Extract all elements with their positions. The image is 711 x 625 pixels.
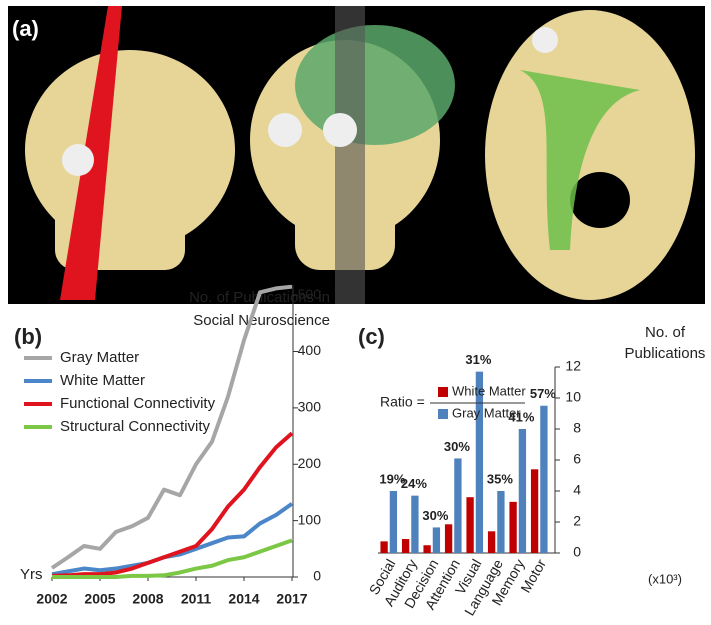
- x-tick-label: 2008: [132, 591, 163, 607]
- panel-label: (c): [358, 324, 385, 349]
- eye: [268, 113, 302, 147]
- eye: [532, 27, 558, 53]
- eye: [62, 144, 94, 176]
- x-tick-label: 2005: [84, 591, 115, 607]
- bar: [487, 531, 496, 553]
- panel-label: (a): [12, 16, 39, 41]
- x-tick-label: 2002: [36, 591, 67, 607]
- rod: [335, 6, 365, 304]
- bar: [475, 371, 484, 553]
- ratio-label: 24%: [401, 476, 427, 491]
- bar: [466, 497, 474, 553]
- bar: [497, 491, 505, 553]
- chart-title: No. of: [645, 324, 686, 341]
- legend-swatch: [438, 387, 448, 397]
- legend-swatch: [438, 409, 448, 419]
- bar: [401, 539, 410, 553]
- bar: [423, 545, 431, 553]
- legend-label: White Matter: [60, 372, 145, 389]
- y-tick-label: 0: [313, 568, 321, 584]
- y-tick-label: 500: [298, 286, 322, 302]
- y-tick-label: 10: [565, 389, 581, 405]
- eye: [323, 113, 357, 147]
- bar: [530, 469, 539, 553]
- legend-label: Structural Connectivity: [60, 418, 211, 435]
- y-tick-label: 200: [298, 455, 322, 471]
- x-tick-label: 2017: [276, 591, 307, 607]
- line-series: [51, 431, 294, 578]
- chart-title: Social Neuroscience: [193, 312, 330, 329]
- ratio-label: 35%: [487, 471, 513, 486]
- bar: [380, 541, 388, 553]
- foramen: [570, 172, 630, 228]
- y-tick-label: 0: [573, 544, 581, 560]
- y-tick-label: 8: [573, 420, 581, 436]
- y-tick-label: 100: [298, 511, 322, 527]
- bar: [411, 495, 419, 553]
- chart-title: Publications: [625, 345, 706, 362]
- ratio-text: Ratio =: [380, 394, 425, 410]
- y-unit-label: (x10³): [648, 571, 682, 586]
- ratio-label: 31%: [465, 352, 491, 367]
- ratio-label: 30%: [422, 508, 448, 523]
- y-tick-label: 12: [565, 358, 581, 374]
- ratio-label: 30%: [444, 439, 470, 454]
- skull-base: [485, 10, 695, 300]
- fibers: [295, 25, 455, 145]
- bar: [540, 405, 548, 553]
- y-tick-label: 4: [573, 482, 581, 498]
- legend-label: White Matter: [452, 383, 526, 398]
- ratio-label: 19%: [379, 471, 405, 486]
- legend-label: Gray Matter: [452, 405, 521, 420]
- panel-label: (b): [14, 324, 42, 349]
- bar: [444, 524, 453, 553]
- y-tick-label: 2: [573, 513, 581, 529]
- line-series: [52, 538, 293, 579]
- bar: [432, 527, 441, 553]
- bar: [454, 458, 462, 553]
- x-tick-label: 2011: [181, 591, 212, 607]
- line-series: [51, 502, 294, 577]
- y-tick-label: 400: [298, 342, 322, 358]
- y-tick-label: 300: [298, 399, 322, 415]
- ratio-label: 41%: [508, 409, 534, 424]
- bar: [518, 429, 527, 553]
- bar: [389, 491, 398, 553]
- bar: [509, 501, 517, 553]
- y-tick-label: 6: [573, 451, 581, 467]
- x-axis-label: Yrs: [20, 566, 43, 583]
- legend-label: Gray Matter: [60, 349, 139, 366]
- line-series: [50, 284, 293, 570]
- ratio-label: 57%: [530, 386, 556, 401]
- legend-label: Functional Connectivity: [60, 395, 216, 412]
- fibers: [520, 70, 640, 250]
- x-tick-label: 2014: [228, 591, 259, 607]
- panel-a-image: [8, 6, 705, 304]
